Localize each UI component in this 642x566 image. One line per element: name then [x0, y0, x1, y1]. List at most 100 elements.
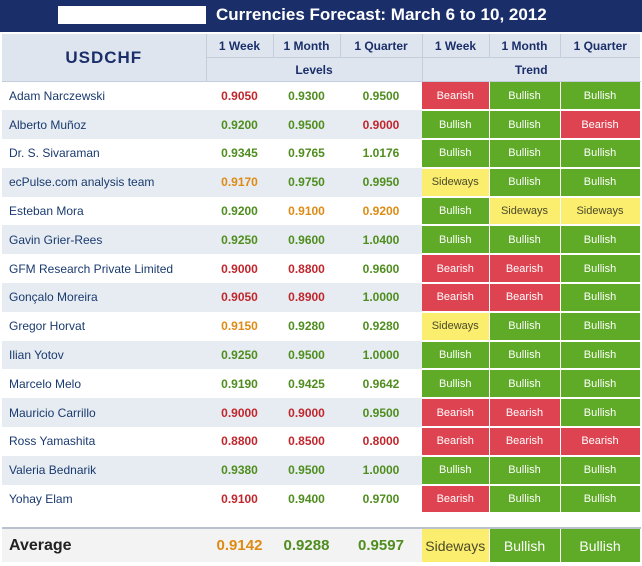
average-trend-1-week: Sideways [422, 527, 490, 563]
level-1-quarter: 0.9500 [340, 81, 422, 111]
trend-1-quarter: Bullish [560, 369, 641, 400]
level-1-week: 0.9150 [206, 311, 273, 341]
trend-1-month: Bullish [489, 139, 561, 169]
level-1-month: 0.8900 [273, 283, 340, 312]
trend-group-header: Trend [421, 57, 640, 82]
table-row: Mauricio Carrillo 0.9000 0.9000 0.9500 Beari… [2, 398, 641, 429]
level-1-quarter: 0.9700 [340, 484, 422, 514]
table-row: Ross Yamashita 0.8800 0.8500 0.8000 Bearish B… [2, 427, 641, 457]
analyst-name: Alberto Muñoz [2, 110, 206, 140]
level-1-month: 0.9400 [273, 484, 340, 514]
level-1-month: 0.8500 [273, 427, 340, 456]
trend-1-month: Bearish [489, 283, 561, 313]
trend-1-quarter: Bullish [560, 81, 641, 112]
level-1-month: 0.9300 [273, 81, 340, 111]
level-1-week: 0.9200 [206, 110, 273, 140]
trend-1-quarter: Bearish [560, 110, 641, 141]
trend-1-week: Bearish [422, 254, 490, 285]
trend-header-1-quarter: 1 Quarter [559, 34, 640, 58]
level-1-quarter: 0.9600 [340, 254, 422, 284]
analyst-name: Valeria Bednarik [2, 455, 206, 485]
trend-1-month: Sideways [489, 196, 561, 227]
level-1-week: 0.9100 [206, 484, 273, 514]
analyst-name: Adam Narczewski [2, 81, 206, 111]
spacer-cell [2, 513, 640, 529]
trend-1-quarter: Bullish [560, 139, 641, 169]
trend-1-month: Bullish [489, 369, 561, 400]
level-1-week: 0.8800 [206, 427, 273, 456]
level-1-month: 0.9425 [273, 369, 340, 399]
trend-1-month: Bearish [489, 398, 561, 429]
level-1-week: 0.9050 [206, 283, 273, 312]
average-trend-1-month: Bullish [489, 527, 561, 563]
analyst-name: Gonçalo Moreira [2, 283, 206, 312]
analyst-name: Gregor Horvat [2, 311, 206, 341]
level-1-week: 0.9190 [206, 369, 273, 399]
level-1-quarter: 0.9000 [340, 110, 422, 140]
table-row: GFM Research Private Limited 0.9000 0.8800… [2, 254, 641, 285]
currency-pair-label: USDCHF [2, 34, 206, 82]
level-1-week: 0.9000 [206, 254, 273, 284]
table-row: Esteban Mora 0.9200 0.9100 0.9200 Bullish Sid… [2, 196, 641, 227]
average-label: Average [2, 527, 206, 563]
forecast-table: USDCHF 1 Week 1 Month 1 Quarter 1 Week 1… [2, 34, 641, 563]
level-1-week: 0.9200 [206, 196, 273, 226]
table-row: Gavin Grier-Rees 0.9250 0.9600 1.0400 Bullis… [2, 225, 641, 256]
spacer-row [2, 513, 640, 529]
trend-1-week: Bullish [422, 369, 490, 400]
trend-1-quarter: Bullish [560, 254, 641, 285]
levels-header-1-week: 1 Week [205, 34, 273, 58]
trend-1-quarter: Bullish [560, 455, 641, 486]
table-row: Gonçalo Moreira 0.9050 0.8900 1.0000 Bearish… [2, 283, 641, 313]
level-1-month: 0.9500 [273, 455, 340, 485]
trend-1-quarter: Bullish [560, 311, 641, 342]
level-1-quarter: 1.0400 [340, 225, 422, 255]
trend-1-week: Bearish [422, 427, 490, 457]
level-1-quarter: 1.0176 [340, 139, 422, 168]
trend-1-quarter: Bullish [560, 225, 641, 256]
level-1-month: 0.9280 [273, 311, 340, 341]
table-row: Adam Narczewski 0.9050 0.9300 0.9500 Bearish… [2, 81, 641, 112]
level-1-quarter: 1.0000 [340, 455, 422, 485]
trend-1-week: Bearish [422, 484, 490, 515]
levels-header-1-month: 1 Month [272, 34, 340, 58]
trend-1-week: Sideways [422, 311, 490, 342]
level-1-quarter: 0.9500 [340, 398, 422, 428]
analyst-name: Gavin Grier-Rees [2, 225, 206, 255]
level-1-week: 0.9345 [206, 139, 273, 168]
page-title: Currencies Forecast: March 6 to 10, 2012 [216, 5, 547, 24]
trend-1-quarter: Bullish [560, 340, 641, 371]
trend-header-1-week: 1 Week [421, 34, 489, 58]
trend-1-quarter: Bullish [560, 398, 641, 429]
trend-1-week: Sideways [422, 167, 490, 198]
table-row: Alberto Muñoz 0.9200 0.9500 0.9000 Bullish Bu… [2, 110, 641, 141]
level-1-month: 0.9500 [273, 110, 340, 140]
level-1-quarter: 0.9950 [340, 167, 422, 197]
table-row: Valeria Bednarik 0.9380 0.9500 1.0000 Bullis… [2, 455, 641, 486]
level-1-quarter: 0.9642 [340, 369, 422, 399]
average-level-1-week: 0.9142 [206, 527, 273, 563]
trend-1-week: Bullish [422, 340, 490, 371]
trend-1-month: Bullish [489, 81, 561, 112]
trend-1-week: Bullish [422, 110, 490, 141]
trend-1-week: Bullish [422, 455, 490, 486]
analyst-name: Marcelo Melo [2, 369, 206, 399]
level-1-week: 0.9000 [206, 398, 273, 428]
trend-1-month: Bearish [489, 427, 561, 457]
title-blank-box [58, 6, 206, 24]
trend-1-quarter: Sideways [560, 196, 641, 227]
trend-1-week: Bearish [422, 283, 490, 313]
title-bar: Currencies Forecast: March 6 to 10, 2012 [0, 0, 642, 32]
level-1-quarter: 1.0000 [340, 283, 422, 312]
trend-1-month: Bullish [489, 455, 561, 486]
average-row: Average 0.9142 0.9288 0.9597 Sideways Bu… [2, 527, 641, 563]
level-1-month: 0.9000 [273, 398, 340, 428]
average-level-1-month: 0.9288 [273, 527, 340, 563]
analyst-name: ecPulse.com analysis team [2, 167, 206, 197]
trend-1-week: Bearish [422, 81, 490, 112]
table-row: Ilian Yotov 0.9250 0.9500 1.0000 Bullish Bull… [2, 340, 641, 371]
trend-1-month: Bullish [489, 340, 561, 371]
levels-header-1-quarter: 1 Quarter [339, 34, 422, 58]
level-1-quarter: 0.9200 [340, 196, 422, 226]
